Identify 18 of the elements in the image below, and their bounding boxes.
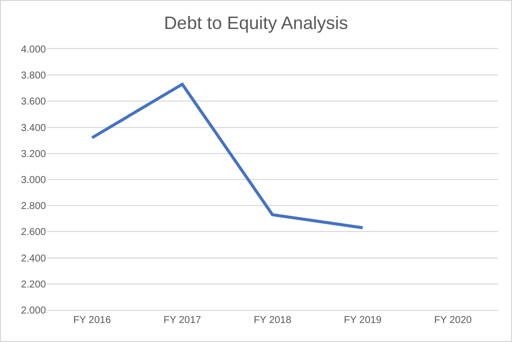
y-tick-label: 3.200 — [20, 148, 46, 160]
y-tick-label: 4.000 — [20, 44, 46, 56]
x-tick-label: FY 2018 — [254, 315, 292, 326]
x-tick-label: FY 2017 — [163, 315, 202, 326]
y-tick-label: 3.600 — [20, 96, 46, 108]
chart-title: Debt to Equity Analysis — [164, 12, 348, 33]
y-tick-label: 2.000 — [20, 306, 46, 316]
y-tick-label: 3.800 — [20, 70, 46, 82]
y-tick-label: 2.400 — [20, 253, 46, 264]
y-tick-label: 3.400 — [20, 122, 46, 134]
line-series — [90, 82, 364, 230]
y-tick-label: 2.200 — [20, 279, 46, 290]
y-tick-label: 3.000 — [20, 175, 46, 186]
y-tick-label: 2.600 — [20, 227, 46, 238]
y-tick-label: 2.800 — [20, 201, 46, 212]
x-tick-label: FY 2016 — [73, 315, 112, 326]
x-tick-label: FY 2019 — [344, 315, 382, 326]
x-tick-label: FY 2020 — [434, 315, 472, 326]
